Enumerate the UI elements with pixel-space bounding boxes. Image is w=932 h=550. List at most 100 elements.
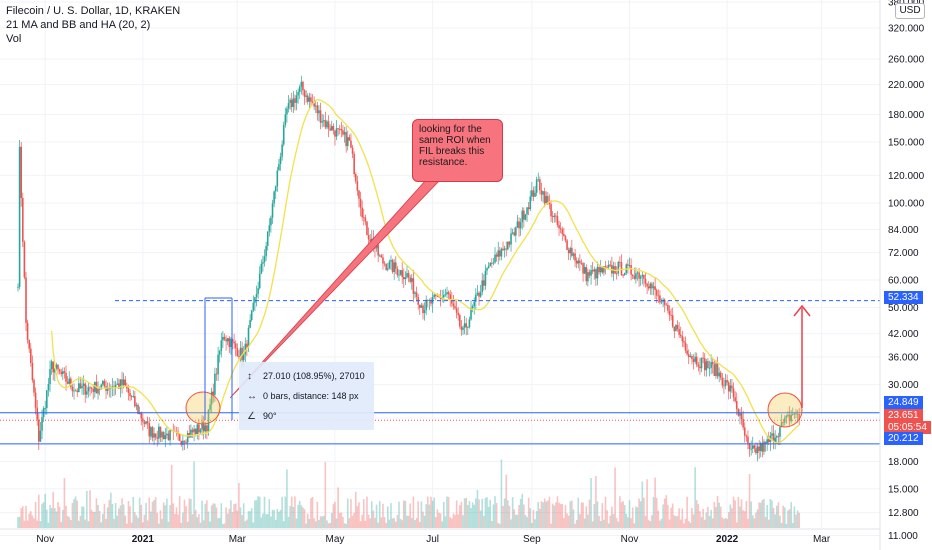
candle-body	[559, 228, 562, 230]
currency-badge[interactable]: USD	[895, 3, 925, 19]
drawings[interactable]	[185, 179, 811, 428]
volume-bar	[142, 522, 144, 528]
volume-bar	[614, 467, 616, 528]
candle-body	[426, 299, 429, 301]
horizontal-levels[interactable]	[0, 300, 880, 445]
volume-bar	[441, 521, 444, 528]
volume-bar	[410, 517, 413, 528]
volume-bar	[727, 512, 730, 528]
candle-body	[34, 392, 37, 408]
candle-body	[444, 294, 447, 296]
volume-bar	[281, 496, 283, 528]
candle-body	[230, 339, 232, 348]
volume-bar	[673, 515, 676, 528]
chart-legend: Filecoin / U. S. Dollar, 1D, KRAKEN 21 M…	[6, 4, 180, 46]
candle-body	[687, 354, 690, 357]
candle-body	[652, 286, 655, 289]
candle-body	[399, 270, 402, 275]
volume-bar	[241, 515, 243, 528]
volume-bar	[164, 505, 167, 528]
volume-bar	[335, 518, 338, 528]
candle-body	[609, 264, 612, 266]
volume-bar	[710, 509, 712, 528]
candle-body	[758, 446, 760, 451]
indicator-title[interactable]: 21 MA and BB and HA (20, 2)	[6, 19, 151, 31]
lower-level-price-tag[interactable]: 20.212	[884, 432, 923, 445]
current-price-tag[interactable]: 23.651	[884, 409, 923, 422]
candle-body	[510, 233, 512, 245]
time-axis[interactable]: Nov 2021 Mar May Jul Sep Nov 2022 Mar	[0, 528, 880, 545]
candle-body	[759, 442, 762, 451]
volume-bar	[82, 506, 85, 528]
candle-body	[635, 273, 637, 279]
candle-body	[761, 442, 764, 452]
volume-bar	[422, 511, 424, 528]
volume-bar	[388, 519, 391, 528]
volume-bar	[495, 503, 498, 528]
volume-title[interactable]: Vol	[6, 33, 22, 45]
candle-body	[348, 137, 351, 141]
candle-body	[38, 419, 40, 442]
volume-bar	[127, 501, 130, 528]
candle-body	[633, 276, 636, 279]
symbol-title[interactable]: Filecoin / U. S. Dollar, 1D, KRAKEN	[6, 5, 181, 17]
candle-body	[697, 364, 700, 367]
time-tick-label: Nov	[621, 534, 639, 545]
volume-bar	[455, 500, 458, 528]
candle-body	[430, 300, 432, 304]
candle-body	[519, 222, 522, 229]
volume-bar	[201, 500, 203, 528]
volume-bar	[702, 508, 704, 528]
time-tick-label: Nov	[36, 534, 54, 545]
volume-bar	[150, 511, 152, 528]
volume-bar	[169, 505, 171, 528]
annotation-note[interactable]: looking for the same ROI when FIL breaks…	[412, 119, 503, 182]
candle-body	[433, 294, 435, 297]
candle-body	[86, 391, 88, 395]
volume-bar	[694, 467, 696, 528]
volume-bar	[49, 504, 51, 528]
candle-body	[178, 433, 181, 441]
volume-bar	[153, 500, 155, 528]
candle-body	[95, 382, 98, 394]
candle-body	[287, 102, 290, 109]
candle-body	[23, 241, 26, 278]
price-axis[interactable]: 380.000320.000260.000220.000180.000150.0…	[879, 0, 932, 550]
volume-bar	[33, 518, 35, 528]
candle-body	[550, 204, 552, 217]
candle-body	[28, 340, 31, 349]
volume-bar	[775, 505, 778, 528]
volume-bar	[233, 504, 235, 528]
volume-bar	[377, 522, 379, 528]
time-tick-label: Mar	[813, 534, 831, 545]
candle-body	[711, 361, 714, 365]
volume-bar	[126, 523, 128, 528]
candle-body	[695, 356, 698, 365]
candle-body	[689, 356, 692, 357]
candle-body	[330, 126, 333, 131]
volume-bar	[604, 496, 607, 528]
volume-bar	[641, 481, 644, 528]
candle-body	[566, 240, 568, 250]
candle-body	[454, 306, 456, 309]
candle-body	[422, 305, 424, 314]
volume-bar	[588, 499, 591, 528]
candle-body	[503, 248, 506, 251]
candle-body	[281, 144, 283, 157]
candle-body	[143, 421, 146, 424]
candle-body	[671, 315, 674, 327]
candle-body	[388, 261, 391, 269]
price-tick-label: 120.000	[888, 171, 925, 182]
candle-body	[180, 440, 183, 445]
volume-bar	[582, 502, 584, 528]
candle-body	[103, 380, 106, 387]
candle-body	[423, 310, 426, 314]
candle-body	[18, 146, 21, 287]
upper-level-price-tag[interactable]: 24.849	[884, 396, 923, 409]
price-tick-label: 30.000	[888, 380, 919, 391]
volume-bar	[81, 506, 83, 528]
candle-body	[385, 264, 387, 270]
volume-bar	[679, 519, 682, 528]
resistance-price-tag[interactable]: 52.334	[884, 291, 923, 304]
